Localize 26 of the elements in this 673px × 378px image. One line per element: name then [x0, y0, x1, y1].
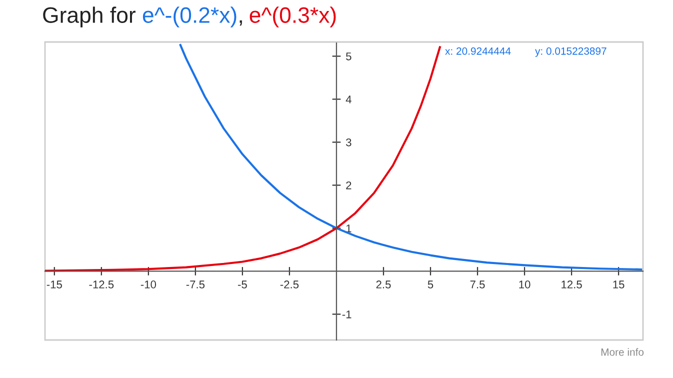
x-tick-label: 5: [428, 280, 434, 288]
series-label: e^-(0.2*x): [142, 6, 236, 28]
x-tick-label: -15: [46, 280, 62, 288]
x-tick-label: 10: [519, 280, 530, 288]
x-tick-label: 15: [613, 280, 624, 288]
chart-title: Graph for: [43, 6, 136, 28]
x-tick-label: -10: [140, 280, 156, 288]
x-tick-label: -12.5: [89, 280, 114, 288]
y-tick-label: 3: [346, 138, 352, 146]
x-tick-label: 12.5: [562, 280, 582, 288]
y-tick-label: 2: [346, 181, 352, 190]
y-tick-label: -1: [342, 310, 352, 318]
x-tick-label: 7.5: [470, 280, 485, 288]
x-tick-label: -5: [238, 280, 247, 288]
x-tick-label: -7.5: [186, 280, 205, 288]
annotation: y: 0.015223897: [535, 47, 606, 57]
x-tick-label: 2.5: [376, 280, 391, 288]
line-series: [179, 44, 642, 271]
y-tick-label: 4: [346, 96, 352, 104]
text: e^(0.3*x): [250, 6, 336, 28]
text: ,: [240, 20, 242, 26]
text: More info: [601, 348, 644, 356]
annotation: x: 20.9244444: [445, 47, 511, 55]
x-tick-label: -2.5: [280, 280, 299, 288]
line-series: [45, 46, 441, 272]
y-tick-label: 5: [346, 52, 352, 60]
